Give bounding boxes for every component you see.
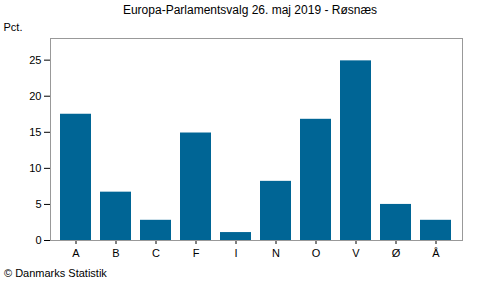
svg-text:Ø: Ø	[392, 247, 401, 259]
svg-text:0: 0	[35, 234, 41, 246]
svg-text:N: N	[272, 247, 280, 259]
svg-text:I: I	[234, 247, 237, 259]
svg-text:V: V	[352, 247, 360, 259]
svg-text:5: 5	[35, 198, 41, 210]
svg-text:25: 25	[29, 54, 41, 66]
svg-text:B: B	[112, 247, 119, 259]
svg-text:20: 20	[29, 90, 41, 102]
svg-text:10: 10	[29, 162, 41, 174]
html-text:Europa-Parlamentsvalg 26. maj: Europa-Parlamentsvalg 26. maj 2019 - Røs…	[122, 3, 378, 17]
svg-text:A: A	[72, 247, 80, 259]
svg-text:C: C	[152, 247, 160, 259]
svg-text:Å: Å	[432, 247, 440, 259]
svg-text:O: O	[312, 247, 321, 259]
svg-text:F: F	[193, 247, 200, 259]
html-text:© Danmarks Statistik: © Danmarks Statistik	[4, 267, 107, 279]
svg-text:15: 15	[29, 126, 41, 138]
svg-text:Pct.: Pct.	[4, 21, 23, 33]
